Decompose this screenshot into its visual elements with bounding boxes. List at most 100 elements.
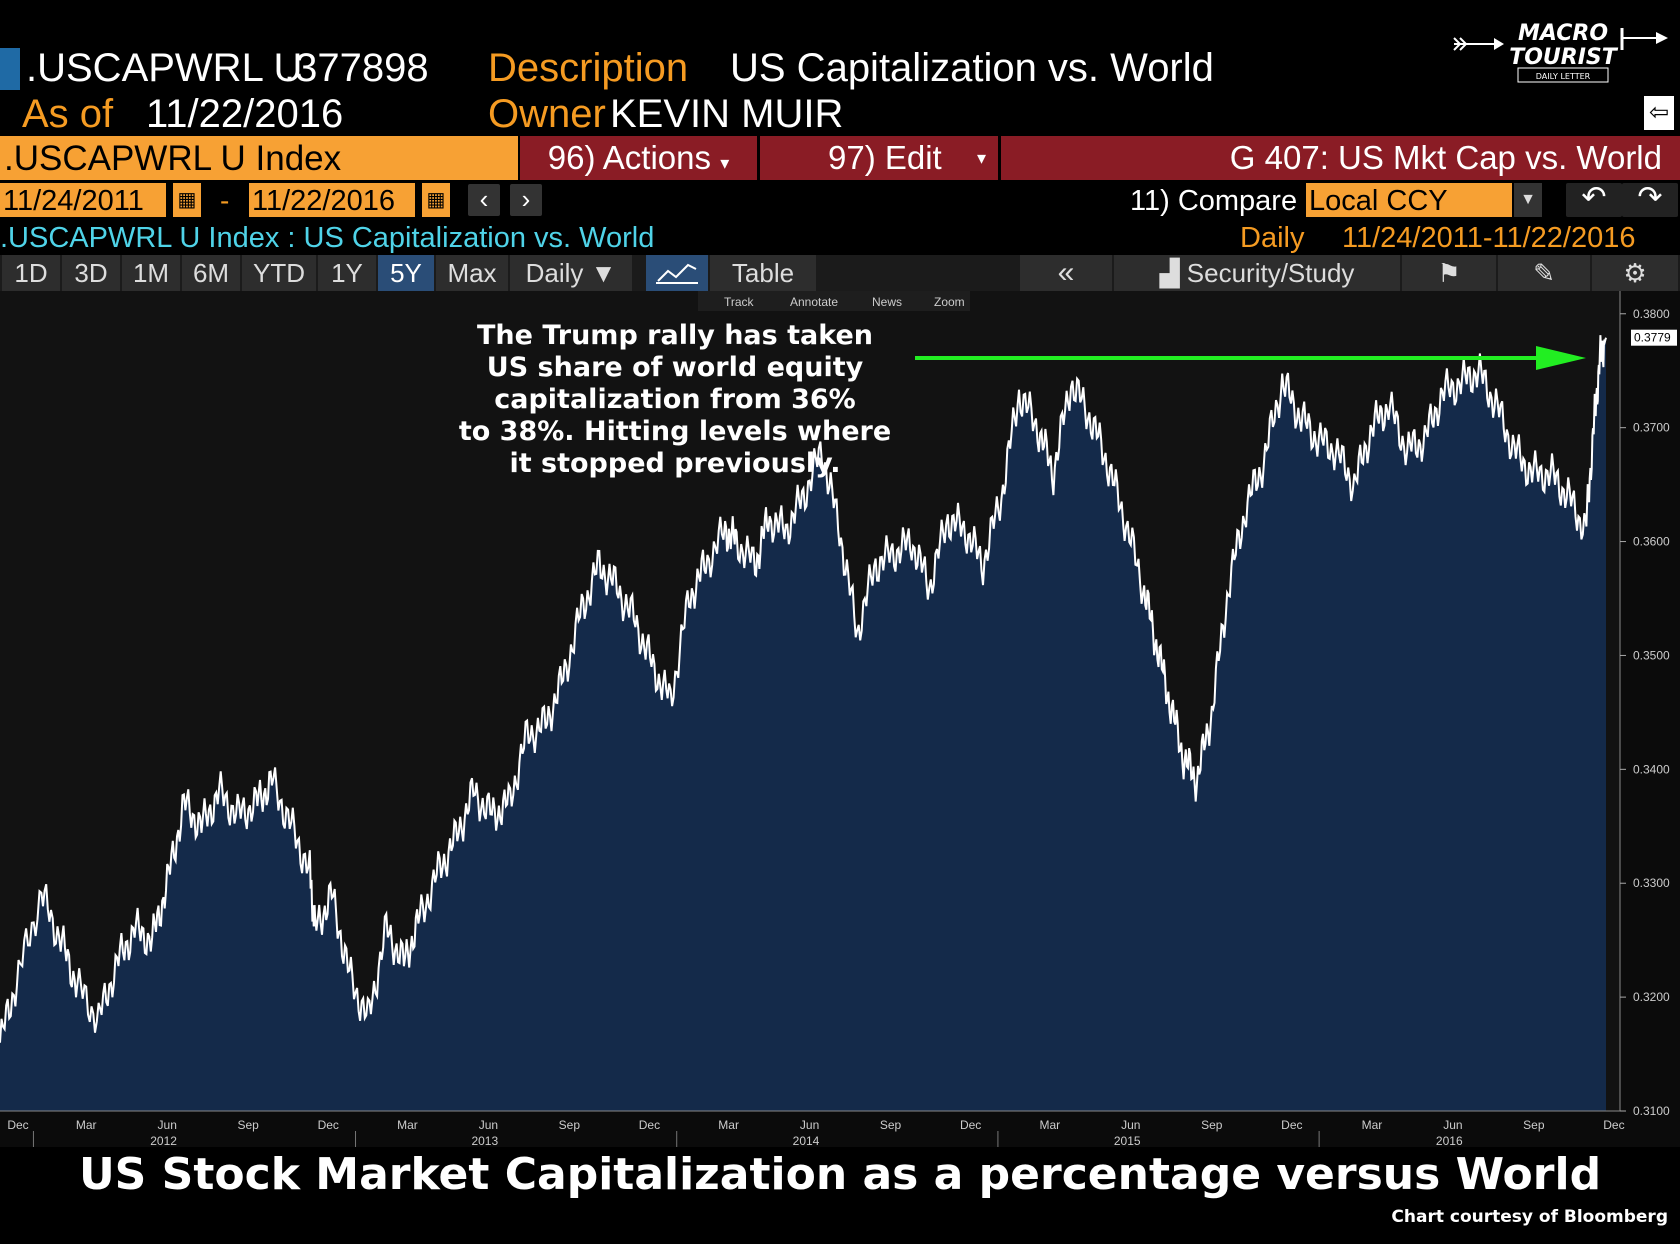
x-tick-label: Sep bbox=[1523, 1118, 1545, 1132]
x-tick-label: Sep bbox=[1201, 1118, 1223, 1132]
last-value-marker: 0.3779 bbox=[1631, 329, 1677, 346]
last-value-tag: 0.3779 bbox=[1634, 331, 1671, 345]
y-tick-label: 0.3300 bbox=[1633, 876, 1670, 890]
owner-value: KEVIN MUIR bbox=[610, 92, 844, 136]
x-tick-label: Sep bbox=[237, 1118, 259, 1132]
chart-annotation: The Trump rally has taken US share of wo… bbox=[458, 320, 892, 479]
tab-1y[interactable]: 1Y bbox=[318, 255, 376, 291]
security-study-label: Security/Study bbox=[1186, 258, 1355, 288]
compare-label[interactable]: 11) Compare bbox=[1130, 185, 1298, 217]
edit-chart-icon[interactable]: ✎ bbox=[1498, 255, 1590, 291]
prev-period-button[interactable]: ‹ bbox=[468, 184, 500, 216]
logo-line1: MACRO bbox=[1518, 21, 1608, 46]
x-tick-label: Dec bbox=[318, 1118, 339, 1132]
tool-news[interactable]: News bbox=[872, 295, 902, 309]
x-tick-label: Jun bbox=[479, 1118, 498, 1132]
tool-annotate[interactable]: Annotate bbox=[790, 295, 838, 309]
ticker: .USCAPWRL U bbox=[26, 46, 303, 90]
undo-icon[interactable]: ↶ bbox=[1566, 183, 1622, 217]
y-tick-label: 0.3800 bbox=[1633, 307, 1670, 321]
x-tick-label: Jun bbox=[158, 1118, 177, 1132]
series-title: .USCAPWRL U Index : US Capitalization vs… bbox=[0, 222, 655, 254]
x-year-label: 2014 bbox=[793, 1134, 820, 1147]
start-date-field[interactable]: 11/24/2011 bbox=[0, 183, 166, 217]
edit-menu[interactable]: 97) Edit ▾ bbox=[760, 136, 998, 180]
currency-select[interactable]: Local CCY bbox=[1306, 183, 1512, 217]
dropdown-caret-icon[interactable]: ▼ bbox=[1514, 183, 1542, 217]
edit-label: 97) Edit bbox=[828, 139, 942, 176]
settings-gear-icon[interactable]: ⚙ bbox=[1592, 255, 1678, 291]
tool-track[interactable]: Track bbox=[724, 295, 755, 309]
x-axis: Dec Mar Jun Sep Dec Mar Jun Sep Dec Mar Jun Sep Dec M… bbox=[0, 1110, 1625, 1147]
end-date-field[interactable]: 11/22/2016 bbox=[249, 183, 415, 217]
x-year-label: 2012 bbox=[150, 1134, 177, 1147]
caret-down-icon: ▾ bbox=[976, 148, 986, 168]
x-tick-label: Jun bbox=[1443, 1118, 1462, 1132]
description-label: Description bbox=[488, 46, 689, 90]
date-range-label: 11/24/2011-11/22/2016 bbox=[1342, 222, 1636, 254]
date-separator: - bbox=[220, 185, 230, 216]
security-color-tag bbox=[0, 48, 20, 90]
tool-zoom[interactable]: Zoom bbox=[934, 295, 965, 309]
y-tick-label: 0.3600 bbox=[1633, 535, 1670, 549]
calendar-icon[interactable]: ▦ bbox=[422, 183, 450, 217]
asof-label: As of bbox=[22, 92, 114, 136]
function-title: G 407: US Mkt Cap vs. World bbox=[1001, 136, 1680, 180]
redo-icon[interactable]: ↷ bbox=[1622, 183, 1678, 217]
source-credit: Chart courtesy of Bloomberg bbox=[1391, 1207, 1668, 1227]
y-tick-label: 0.3700 bbox=[1633, 421, 1670, 435]
last-value: .377898 bbox=[284, 46, 429, 90]
line-chart-icon[interactable] bbox=[646, 255, 708, 291]
asof-value: 11/22/2016 bbox=[146, 92, 344, 136]
x-tick-label: Mar bbox=[718, 1118, 739, 1132]
next-period-button[interactable]: › bbox=[510, 184, 542, 216]
x-tick-label: Dec bbox=[1603, 1118, 1624, 1132]
collapse-icon[interactable]: « bbox=[1020, 255, 1112, 291]
chart-toolbar: Track Annotate News Zoom bbox=[698, 291, 970, 311]
x-tick-label: Mar bbox=[397, 1118, 418, 1132]
y-tick-label: 0.3200 bbox=[1633, 990, 1670, 1004]
x-tick-label: Dec bbox=[1281, 1118, 1302, 1132]
table-button[interactable]: Table bbox=[710, 255, 816, 291]
x-tick-label: Sep bbox=[559, 1118, 581, 1132]
x-tick-label: Dec bbox=[7, 1118, 28, 1132]
command-bar: .USCAPWRL U Index 96) Actions ▾ 97) Edit… bbox=[0, 136, 1680, 180]
chart-caption-title: US Stock Market Capitalization as a perc… bbox=[78, 1149, 1602, 1200]
macro-tourist-logo: MACRO TOURIST DAILY LETTER bbox=[1450, 10, 1670, 86]
frequency-label: Daily bbox=[1240, 222, 1305, 254]
flag-icon[interactable]: ⚑ bbox=[1402, 255, 1496, 291]
period-tab-bar: 1D 3D 1M 6M YTD 1Y 5Y Max Daily ▼ Table … bbox=[0, 255, 1680, 291]
x-tick-label: Jun bbox=[1121, 1118, 1140, 1132]
x-tick-label: Dec bbox=[639, 1118, 660, 1132]
tab-6m[interactable]: 6M bbox=[182, 255, 240, 291]
actions-menu[interactable]: 96) Actions ▾ bbox=[520, 136, 757, 180]
export-icon[interactable]: ⇦ bbox=[1644, 96, 1674, 130]
y-tick-label: 0.3100 bbox=[1633, 1104, 1670, 1118]
calendar-icon[interactable]: ▦ bbox=[173, 183, 201, 217]
logo-line2: TOURIST bbox=[1509, 45, 1619, 70]
security-study-button[interactable]: ▟ Security/Study bbox=[1114, 255, 1400, 291]
logo-line3: DAILY LETTER bbox=[1536, 72, 1591, 81]
description-value: US Capitalization vs. World bbox=[730, 46, 1214, 90]
y-tick-label: 0.3400 bbox=[1633, 762, 1670, 776]
actions-label: 96) Actions bbox=[547, 139, 712, 176]
tab-5y[interactable]: 5Y bbox=[378, 255, 434, 291]
tab-daily[interactable]: Daily ▼ bbox=[510, 255, 632, 291]
tab-1d[interactable]: 1D bbox=[2, 255, 60, 291]
owner-label: Owner bbox=[488, 92, 606, 136]
chart-area[interactable]: Track Annotate News Zoom 0.3100 0.3200 0.3… bbox=[0, 291, 1680, 1147]
tab-max[interactable]: Max bbox=[436, 255, 508, 291]
security-field[interactable]: .USCAPWRL U Index bbox=[0, 136, 518, 180]
x-year-label: 2015 bbox=[1114, 1134, 1141, 1147]
x-tick-label: Sep bbox=[880, 1118, 902, 1132]
x-tick-label: Mar bbox=[1040, 1118, 1061, 1132]
x-year-label: 2013 bbox=[471, 1134, 498, 1147]
x-tick-label: Jun bbox=[800, 1118, 819, 1132]
y-axis: 0.3100 0.3200 0.3300 0.3400 0.3500 0.3600 0.37… bbox=[1619, 291, 1670, 1118]
x-tick-label: Mar bbox=[1362, 1118, 1383, 1132]
tab-ytd[interactable]: YTD bbox=[242, 255, 316, 291]
x-year-label: 2016 bbox=[1436, 1134, 1463, 1147]
tab-3d[interactable]: 3D bbox=[62, 255, 120, 291]
x-tick-label: Mar bbox=[76, 1118, 97, 1132]
tab-1m[interactable]: 1M bbox=[122, 255, 180, 291]
